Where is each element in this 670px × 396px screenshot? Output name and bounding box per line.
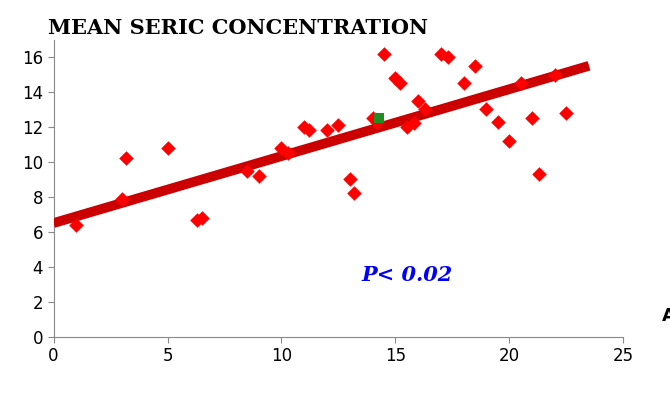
Point bbox=[162, 145, 173, 151]
Point bbox=[379, 50, 389, 57]
Point bbox=[121, 155, 132, 162]
Point bbox=[395, 80, 405, 86]
Point bbox=[349, 190, 360, 196]
Point bbox=[561, 110, 572, 116]
Point bbox=[458, 80, 469, 86]
Point bbox=[419, 106, 430, 112]
Point bbox=[492, 118, 503, 125]
Point bbox=[196, 215, 207, 221]
Point bbox=[401, 124, 412, 130]
Text: MEAN SERIC CONCENTRATION: MEAN SERIC CONCENTRATION bbox=[48, 18, 428, 38]
Point bbox=[242, 168, 253, 174]
Point bbox=[436, 50, 446, 57]
Point bbox=[71, 222, 82, 228]
Point bbox=[367, 115, 378, 122]
Point bbox=[322, 127, 332, 133]
Point bbox=[533, 171, 544, 177]
Point bbox=[276, 145, 287, 151]
Text: AGE: AGE bbox=[662, 307, 670, 326]
Point bbox=[333, 122, 344, 128]
Point bbox=[390, 75, 401, 81]
Point bbox=[470, 63, 480, 69]
Point bbox=[527, 115, 537, 122]
Point bbox=[442, 54, 453, 60]
Point bbox=[515, 80, 526, 86]
Point bbox=[408, 120, 419, 127]
Point bbox=[481, 106, 492, 112]
Point bbox=[344, 176, 355, 183]
Point bbox=[413, 97, 423, 104]
Point bbox=[192, 216, 202, 223]
Point bbox=[304, 127, 314, 133]
Point bbox=[549, 71, 560, 78]
Point bbox=[253, 173, 264, 179]
Text: P< 0.02: P< 0.02 bbox=[361, 265, 452, 285]
Point bbox=[117, 195, 127, 202]
Point bbox=[504, 138, 515, 144]
Point bbox=[374, 115, 385, 122]
Point bbox=[372, 118, 383, 125]
Point bbox=[283, 150, 293, 156]
Point bbox=[299, 124, 310, 130]
